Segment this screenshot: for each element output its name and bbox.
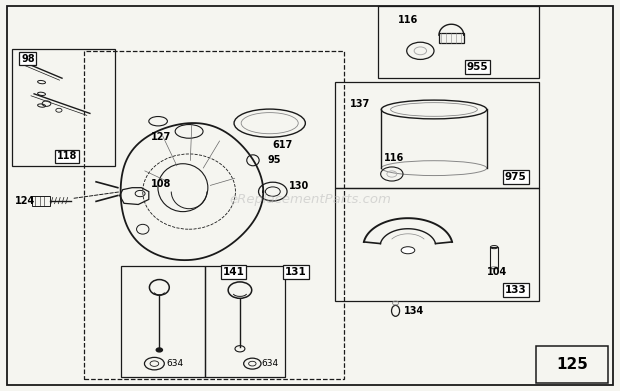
Circle shape: [156, 348, 162, 352]
Text: 98: 98: [21, 54, 35, 64]
Text: 137: 137: [350, 99, 370, 109]
Text: 108: 108: [151, 179, 171, 189]
Bar: [32, 196, 50, 206]
Ellipse shape: [401, 247, 415, 254]
Bar: [84, 51, 344, 379]
Text: 125: 125: [556, 357, 588, 372]
Bar: [335, 82, 539, 188]
Bar: [439, 33, 464, 43]
Bar: [12, 49, 115, 166]
Bar: [205, 266, 285, 377]
Bar: [121, 266, 205, 377]
Bar: [490, 247, 498, 268]
Bar: [378, 6, 539, 78]
Text: 116: 116: [398, 14, 418, 25]
Text: 116: 116: [384, 153, 404, 163]
Text: 634: 634: [166, 359, 184, 368]
Text: eReplacementParts.com: eReplacementParts.com: [229, 193, 391, 206]
Text: 127: 127: [151, 132, 171, 142]
Text: 95: 95: [268, 155, 281, 165]
Text: 634: 634: [261, 359, 278, 368]
Text: 133: 133: [505, 285, 527, 295]
Text: 134: 134: [404, 306, 424, 316]
Text: 104: 104: [487, 267, 507, 277]
Text: 131: 131: [285, 267, 307, 277]
Text: 975: 975: [505, 172, 527, 182]
Text: 118: 118: [56, 151, 77, 161]
Bar: [536, 346, 608, 383]
Bar: [335, 188, 539, 301]
Text: 124: 124: [15, 196, 35, 206]
Text: 130: 130: [289, 181, 309, 191]
Text: 955: 955: [467, 62, 488, 72]
Text: 617: 617: [272, 140, 292, 150]
Text: 141: 141: [223, 267, 244, 277]
